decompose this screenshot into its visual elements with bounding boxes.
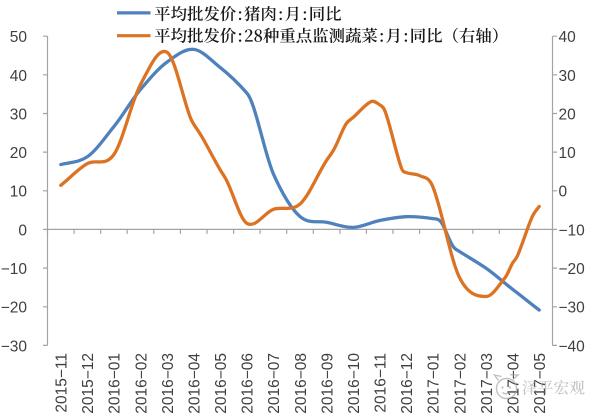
svg-text:−10: −10 — [1, 261, 28, 278]
svg-text:2016−02: 2016−02 — [133, 353, 150, 414]
svg-text:40: 40 — [559, 29, 577, 46]
svg-text:2016−04: 2016−04 — [187, 353, 204, 414]
svg-text:−10: −10 — [559, 222, 586, 239]
svg-text:2017−02: 2017−02 — [452, 353, 469, 414]
svg-text:−20: −20 — [1, 300, 28, 317]
svg-text:10: 10 — [559, 145, 577, 162]
svg-text:2017−04: 2017−04 — [505, 353, 522, 414]
svg-text:−40: −40 — [559, 338, 586, 355]
svg-text:0: 0 — [18, 222, 27, 239]
svg-text:−30: −30 — [559, 300, 586, 317]
svg-text:30: 30 — [10, 106, 28, 123]
svg-text:−20: −20 — [559, 261, 586, 278]
svg-text:2017−05: 2017−05 — [532, 353, 549, 414]
svg-text:2016−11: 2016−11 — [373, 353, 390, 413]
svg-text:20: 20 — [10, 145, 28, 162]
svg-text:2016−05: 2016−05 — [213, 353, 230, 414]
svg-text:2016−03: 2016−03 — [160, 353, 177, 414]
svg-text:50: 50 — [10, 29, 28, 46]
svg-text:0: 0 — [559, 184, 568, 201]
svg-text:30: 30 — [559, 68, 577, 85]
svg-text:10: 10 — [10, 184, 28, 201]
svg-text:20: 20 — [559, 106, 577, 123]
svg-text:2016−09: 2016−09 — [319, 353, 336, 414]
svg-text:2016−06: 2016−06 — [240, 353, 257, 414]
svg-text:2016−01: 2016−01 — [107, 353, 124, 414]
svg-text:−30: −30 — [1, 338, 28, 355]
svg-text:2016−10: 2016−10 — [346, 353, 363, 414]
svg-text:2016−08: 2016−08 — [293, 353, 310, 414]
svg-text:2017−03: 2017−03 — [479, 353, 496, 414]
svg-text:2017−01: 2017−01 — [426, 353, 443, 414]
svg-text:40: 40 — [10, 68, 28, 85]
svg-text:2016−12: 2016−12 — [399, 353, 416, 414]
svg-text:2015−12: 2015−12 — [80, 353, 97, 414]
svg-text:2016−07: 2016−07 — [266, 353, 283, 414]
svg-text:2015−11: 2015−11 — [54, 353, 71, 413]
